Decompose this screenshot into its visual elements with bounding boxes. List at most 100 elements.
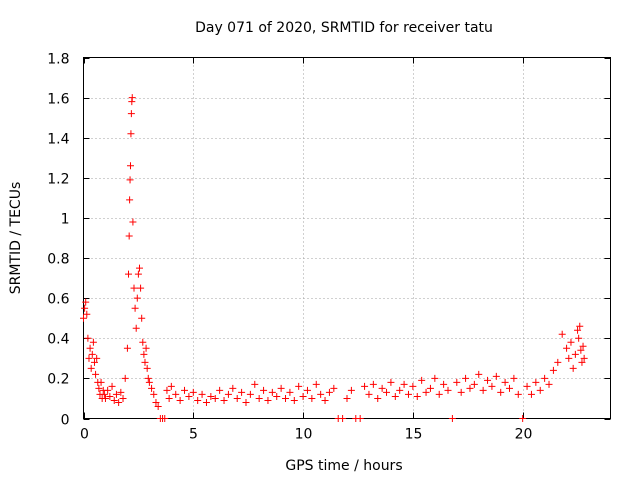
data-point [578,358,586,366]
data-point [514,390,522,398]
data-point [484,376,492,384]
y-tick-label: 1 [61,212,70,228]
data-point [133,294,141,302]
data-point [144,374,152,382]
data-point [268,388,276,396]
data-point [462,374,470,382]
data-point [409,382,417,390]
data-point [527,390,535,398]
data-point [308,394,316,402]
data-point [185,392,193,400]
data-point [112,390,120,398]
x-tick-label: 20 [515,427,533,443]
data-point [325,388,333,396]
data-point [440,380,448,388]
data-point [541,374,549,382]
x-tick-label: 10 [295,427,313,443]
data-point [303,386,311,394]
x-axis-label: GPS time / hours [285,458,402,474]
data-point [125,232,133,240]
x-tick-label: 5 [189,427,198,443]
data-point [431,374,439,382]
data-point [565,354,573,362]
data-point [95,384,103,392]
data-point [532,378,540,386]
data-point [567,338,575,346]
data-point [246,390,254,398]
data-point [127,110,135,118]
data-point [141,358,149,366]
data-point [383,388,391,396]
data-point [80,314,87,322]
data-point [189,388,197,396]
data-point [312,380,320,388]
data-point [277,384,285,392]
data-point [576,322,584,330]
data-point [470,380,478,388]
data-point [418,376,426,384]
data-point [181,386,189,394]
data-point [163,386,171,394]
data-point [282,394,290,402]
data-point [330,384,338,392]
data-point [361,382,369,390]
data-point [229,384,237,392]
data-point [97,378,105,386]
data-point [110,396,118,404]
data-point [89,338,97,346]
data-point [369,380,377,388]
data-point [117,388,125,396]
data-point [426,384,434,392]
data-point [321,396,329,404]
data-point [82,298,90,306]
data-series [80,94,588,422]
data-point [574,326,582,334]
data-point [86,344,94,352]
data-point [143,364,151,372]
data-point [85,354,93,362]
data-point [563,344,571,352]
data-point [140,350,148,358]
data-point [142,344,150,352]
data-point [145,378,153,386]
data-point [242,398,250,406]
y-tick-label: 0.6 [47,292,69,308]
data-point [391,392,399,400]
data-point [286,388,294,396]
data-point [264,396,272,404]
data-point [126,196,134,204]
y-tick-label: 1.6 [47,92,69,108]
data-point [92,370,100,378]
data-point [137,284,145,292]
data-point [161,415,169,422]
data-point [233,394,241,402]
data-point [154,402,162,410]
data-point [299,392,307,400]
data-point [119,394,127,402]
data-point [127,130,135,138]
data-point [519,415,527,422]
data-point [115,398,123,406]
data-point [101,394,109,402]
data-point [347,386,355,394]
data-point [260,386,268,394]
data-point [505,384,513,392]
data-point [90,358,98,366]
data-point [290,396,298,404]
data-point [238,388,246,396]
data-point [176,396,184,404]
data-point [579,342,587,350]
data-point [457,388,465,396]
data-point [317,390,325,398]
data-point [343,394,351,402]
data-point [126,162,134,170]
y-tick-label: 0 [61,413,70,429]
data-point [577,346,585,354]
data-point [501,378,509,386]
grid [83,57,611,419]
data-point [558,330,566,338]
data-point [134,270,142,278]
data-point [165,394,173,402]
data-point [202,398,210,406]
